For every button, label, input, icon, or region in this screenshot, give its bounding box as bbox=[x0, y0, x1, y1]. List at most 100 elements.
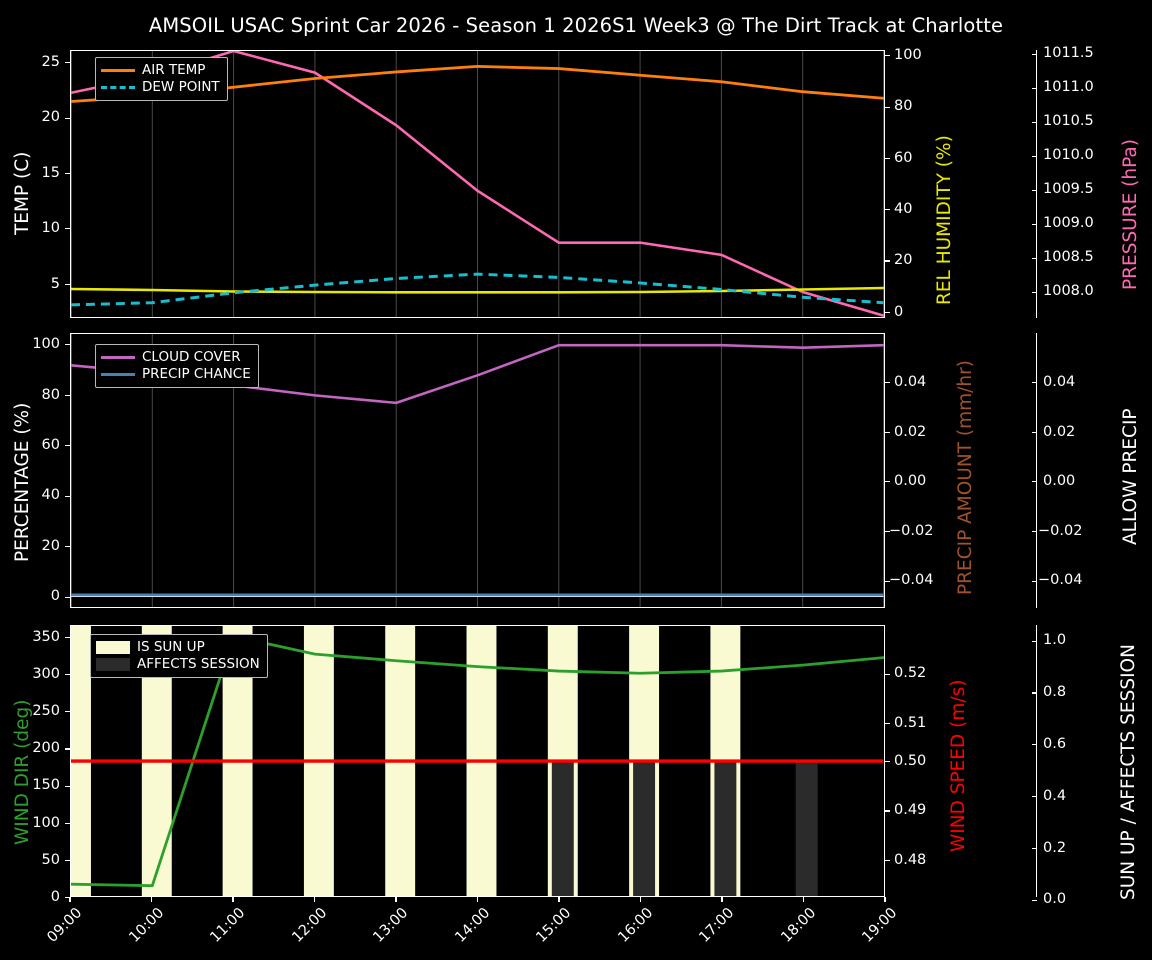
legend-item-is-sun-up: IS SUN UP bbox=[96, 639, 260, 656]
precip-amount-tick-label-000: 0.00 bbox=[894, 473, 927, 490]
percentage-tick-40 bbox=[65, 495, 70, 497]
cloud-cover-line-icon bbox=[101, 349, 135, 366]
legend-label-air-temp: AIR TEMP bbox=[142, 62, 206, 78]
allow-precip-tick-label-000: 0.00 bbox=[1043, 473, 1076, 490]
humidity-tick-label-100: 100 bbox=[894, 47, 922, 63]
pressure-tick-1009_5 bbox=[1032, 189, 1037, 191]
legend-item-affects-session: AFFECTS SESSION bbox=[96, 656, 260, 673]
pressure-tick-1008_5 bbox=[1032, 257, 1037, 259]
x-tick-label-1000: 10:00 bbox=[125, 905, 167, 946]
precip-amount-tick-label-neg004: −0.04 bbox=[889, 572, 934, 589]
x-tick-label-1600: 16:00 bbox=[614, 905, 656, 946]
x-tick-1700 bbox=[721, 897, 723, 902]
percentage-tick-100 bbox=[65, 344, 70, 346]
allow-precip-tick-label-002: 0.02 bbox=[1043, 423, 1076, 440]
pressure-tick-label-1009_0: 1009.0 bbox=[1043, 215, 1094, 232]
legend-item-cloud-cover: CLOUD COVER bbox=[101, 349, 251, 366]
allow-precip-tick-label-neg002: −0.02 bbox=[1038, 522, 1083, 539]
percentage-tick-label-80: 80 bbox=[41, 386, 60, 403]
series-wind-dir bbox=[71, 634, 884, 888]
sun-up-axis-title: SUN UP / AFFECTS SESSION bbox=[1118, 644, 1139, 900]
bars-affects-session bbox=[551, 761, 818, 896]
precip-amount-tick-label-002: 0.02 bbox=[894, 423, 927, 440]
wind-dir-tick-350 bbox=[65, 636, 70, 639]
wind-dir-tick-100 bbox=[65, 822, 70, 824]
pressure-tick-label-1008_5: 1008.5 bbox=[1043, 249, 1094, 266]
x-tick-label-1300: 13:00 bbox=[370, 905, 412, 946]
x-tick-1400 bbox=[476, 897, 479, 902]
legend-label-dew-point: DEW POINT bbox=[142, 79, 220, 95]
x-tick-1500 bbox=[558, 897, 560, 902]
legend-label-affects-session: AFFECTS SESSION bbox=[137, 656, 260, 672]
percentage-tick-60 bbox=[65, 445, 70, 447]
allow-precip-tick-neg002 bbox=[1032, 530, 1037, 533]
wind-dir-tick-label-50: 50 bbox=[41, 851, 60, 868]
x-tick-label-1200: 12:00 bbox=[288, 905, 330, 946]
temp-tick-25 bbox=[65, 62, 70, 64]
wind-dir-tick-label-300: 300 bbox=[32, 665, 60, 682]
precip-amount-tick-002 bbox=[885, 431, 890, 433]
x-tick-label-1100: 11:00 bbox=[207, 905, 249, 946]
wind-dir-tick-label-150: 150 bbox=[32, 777, 60, 794]
wind-speed-tick-048 bbox=[885, 859, 890, 861]
percentage-tick-0 bbox=[65, 596, 70, 598]
figure-title: AMSOIL USAC Sprint Car 2026 - Season 1 2… bbox=[148, 14, 1004, 37]
sun-up-axis-spine bbox=[1036, 625, 1038, 897]
x-tick-1200 bbox=[313, 897, 316, 902]
wind-speed-tick-049 bbox=[885, 810, 890, 812]
pressure-axis-title: PRESSURE (hPa) bbox=[1120, 139, 1141, 290]
sun-up-tick-04 bbox=[1032, 796, 1037, 798]
x-tick-label-1500: 15:00 bbox=[533, 905, 575, 946]
wind-dir-tick-label-250: 250 bbox=[32, 703, 60, 719]
x-tick-1100 bbox=[232, 897, 234, 902]
percentage-tick-label-40: 40 bbox=[41, 487, 60, 504]
precip-amount-tick-label-neg002: −0.02 bbox=[889, 522, 934, 539]
sun-up-tick-label-08: 0.8 bbox=[1043, 684, 1067, 701]
wind-dir-tick-50 bbox=[65, 859, 70, 861]
humidity-tick-100 bbox=[885, 55, 890, 57]
wind-dir-tick-150 bbox=[65, 785, 70, 787]
temp-axis-title: TEMP (C) bbox=[12, 151, 33, 235]
precip-amount-tick-000 bbox=[885, 481, 890, 483]
wind-dir-axis-title: WIND DIR (deg) bbox=[12, 699, 33, 845]
affects-session-patch-icon bbox=[96, 656, 130, 673]
wind-speed-tick-050 bbox=[885, 761, 890, 763]
precip-amount-tick-neg002 bbox=[885, 530, 890, 533]
wind-speed-tick-label-049: 0.49 bbox=[894, 802, 927, 819]
precip-amount-tick-neg004 bbox=[885, 580, 890, 582]
wind-speed-tick-051 bbox=[885, 722, 890, 725]
pressure-tick-label-1010_5: 1010.5 bbox=[1043, 113, 1094, 130]
humidity-tick-80 bbox=[885, 106, 890, 108]
sun-up-tick-10 bbox=[1032, 640, 1037, 642]
percentage-tick-label-60: 60 bbox=[41, 437, 60, 453]
sun-up-tick-label-02: 0.2 bbox=[1043, 839, 1067, 856]
cloud-panel-legend: CLOUD COVER PRECIP CHANCE bbox=[95, 344, 259, 388]
pressure-tick-label-1011_5: 1011.5 bbox=[1043, 45, 1094, 62]
wind-dir-tick-300 bbox=[65, 674, 70, 676]
x-tick-label-1800: 18:00 bbox=[777, 905, 819, 946]
legend-label-precip-chance: PRECIP CHANCE bbox=[142, 366, 251, 382]
wind-dir-tick-0 bbox=[65, 897, 70, 899]
temp-tick-15 bbox=[65, 172, 70, 175]
wind-speed-tick-label-050: 0.50 bbox=[894, 752, 927, 769]
pressure-tick-1011_0 bbox=[1032, 87, 1037, 89]
wind-panel-plot-area bbox=[70, 625, 885, 897]
legend-item-precip-chance: PRECIP CHANCE bbox=[101, 366, 251, 383]
legend-item-dew-point: DEW POINT bbox=[101, 79, 220, 96]
x-tick-1600 bbox=[639, 897, 642, 902]
sun-up-tick-06 bbox=[1032, 744, 1037, 746]
pressure-axis-spine bbox=[1036, 50, 1038, 318]
precip-amount-tick-004 bbox=[885, 382, 890, 384]
x-tick-label-1400: 14:00 bbox=[451, 905, 493, 946]
wind-dir-tick-label-0: 0 bbox=[50, 888, 60, 905]
dew-point-line-icon bbox=[101, 79, 135, 96]
wind-dir-tick-label-100: 100 bbox=[32, 814, 60, 831]
pressure-tick-1008_0 bbox=[1032, 291, 1037, 293]
pressure-tick-1011_5 bbox=[1032, 53, 1037, 55]
temp-tick-5 bbox=[65, 283, 70, 285]
x-tick-1000 bbox=[150, 897, 153, 902]
allow-precip-axis-spine bbox=[1036, 333, 1038, 608]
allow-precip-tick-label-004: 0.04 bbox=[1043, 373, 1076, 390]
x-tick-1900 bbox=[884, 897, 886, 902]
x-tick-label-1700: 17:00 bbox=[696, 905, 738, 946]
